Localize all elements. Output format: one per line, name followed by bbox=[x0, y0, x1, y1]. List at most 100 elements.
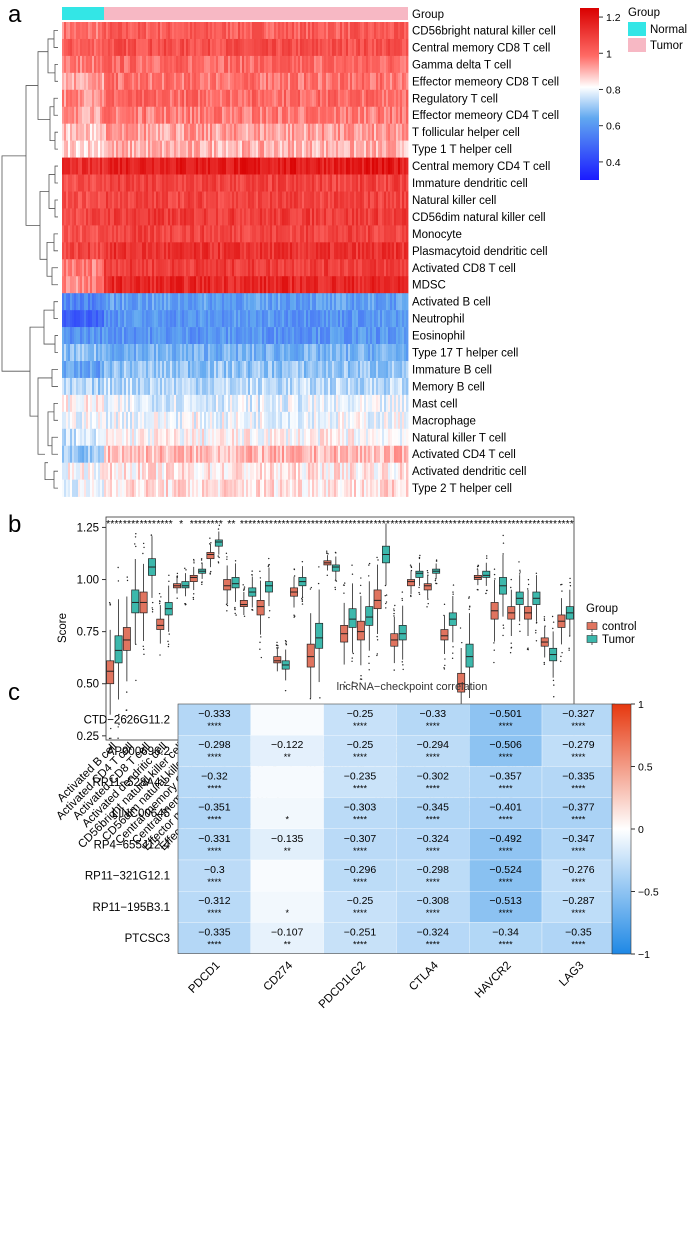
heat-cell bbox=[224, 445, 227, 463]
heat-cell bbox=[406, 140, 409, 158]
heat-cell bbox=[202, 123, 205, 141]
heat-cell bbox=[308, 191, 311, 209]
heat-cell bbox=[370, 157, 373, 175]
heat-cell bbox=[292, 293, 295, 311]
heat-cell bbox=[152, 140, 155, 158]
heat-cell bbox=[354, 445, 357, 463]
heat-cell bbox=[234, 394, 237, 413]
heat-cell bbox=[360, 242, 363, 260]
heat-cell bbox=[296, 394, 299, 413]
heat-cell bbox=[208, 462, 211, 480]
heat-cell bbox=[170, 55, 173, 74]
heat-cell bbox=[280, 157, 283, 175]
outlier-point bbox=[117, 726, 119, 728]
heat-cell bbox=[120, 208, 123, 226]
heat-cell bbox=[348, 411, 351, 430]
heat-cell bbox=[168, 394, 171, 413]
heat-cell bbox=[352, 327, 355, 345]
heat-cell bbox=[194, 174, 197, 192]
heat-cell bbox=[228, 327, 231, 345]
heat-cell bbox=[212, 428, 215, 447]
heat-cell bbox=[186, 140, 189, 158]
heat-cell bbox=[152, 310, 155, 328]
heat-cell bbox=[384, 479, 387, 497]
heat-cell bbox=[266, 55, 269, 74]
heat-cell bbox=[72, 106, 75, 124]
heat-cell bbox=[166, 445, 169, 463]
heat-cell bbox=[224, 428, 227, 447]
heat-cell bbox=[300, 411, 303, 430]
heat-cell bbox=[336, 22, 339, 40]
heat-cell bbox=[180, 462, 183, 480]
heat-cell bbox=[322, 394, 325, 413]
heat-cell bbox=[292, 276, 295, 294]
heat-cell bbox=[386, 242, 389, 260]
heat-cell bbox=[296, 377, 299, 396]
heat-cell bbox=[394, 89, 397, 108]
heat-cell bbox=[106, 310, 109, 328]
heat-cell bbox=[278, 106, 281, 124]
heat-cell bbox=[278, 55, 281, 74]
heat-cell bbox=[150, 327, 153, 345]
heat-cell bbox=[128, 428, 131, 447]
heat-cell bbox=[264, 276, 267, 294]
heat-cell bbox=[134, 191, 137, 209]
heat-cell bbox=[256, 445, 259, 463]
heat-cell bbox=[300, 140, 303, 158]
heat-cell bbox=[228, 394, 231, 413]
heat-cell bbox=[376, 191, 379, 209]
heat-cell bbox=[250, 428, 253, 447]
heat-cell bbox=[246, 174, 249, 192]
outlier-point bbox=[143, 546, 145, 549]
heat-cell bbox=[78, 394, 81, 413]
heat-cell bbox=[332, 89, 335, 108]
heat-cell bbox=[92, 394, 95, 413]
heat-cell bbox=[286, 293, 289, 311]
heat-cell bbox=[346, 191, 349, 209]
heat-cell bbox=[136, 140, 139, 158]
heat-cell bbox=[70, 445, 73, 463]
heat-cell bbox=[100, 22, 103, 40]
heat-cell bbox=[306, 428, 309, 447]
heat-cell bbox=[172, 208, 175, 226]
heat-cell bbox=[78, 123, 81, 141]
heat-cell bbox=[122, 191, 125, 209]
heat-cell bbox=[350, 225, 353, 243]
heat-cell bbox=[372, 89, 375, 108]
heat-cell bbox=[76, 157, 79, 175]
heat-cell bbox=[318, 377, 321, 396]
heat-cell bbox=[332, 123, 335, 141]
heat-cell bbox=[154, 55, 157, 74]
heat-cell bbox=[304, 428, 307, 447]
heat-cell bbox=[240, 242, 243, 260]
heat-cell bbox=[282, 22, 285, 40]
heat-cell bbox=[80, 242, 83, 260]
heat-cell bbox=[230, 225, 233, 243]
heat-cell bbox=[196, 106, 199, 124]
heat-cell bbox=[158, 191, 161, 209]
row-label: CD56dim natural killer cell bbox=[412, 212, 546, 224]
heat-cell bbox=[252, 225, 255, 243]
heat-cell bbox=[128, 157, 131, 175]
heat-cell bbox=[178, 38, 181, 57]
heat-cell bbox=[234, 106, 237, 124]
heat-cell bbox=[220, 22, 223, 40]
heat-cell bbox=[136, 327, 139, 345]
heat-cell bbox=[246, 344, 249, 362]
heat-cell bbox=[96, 293, 99, 311]
heat-cell bbox=[280, 106, 283, 124]
heat-cell bbox=[174, 242, 177, 260]
heat-cell bbox=[312, 310, 315, 328]
heat-cell bbox=[168, 344, 171, 362]
heat-cell bbox=[184, 38, 187, 57]
heat-cell bbox=[232, 428, 235, 447]
heat-cell bbox=[238, 310, 241, 328]
heat-cell bbox=[110, 89, 113, 108]
scale-tick-label: 0.4 bbox=[606, 157, 621, 169]
heat-cell bbox=[202, 394, 205, 413]
heat-cell bbox=[320, 293, 323, 311]
heat-cell bbox=[178, 106, 181, 124]
outlier-point bbox=[117, 737, 119, 739]
heat-cell bbox=[102, 411, 105, 430]
heat-cell bbox=[196, 157, 199, 175]
